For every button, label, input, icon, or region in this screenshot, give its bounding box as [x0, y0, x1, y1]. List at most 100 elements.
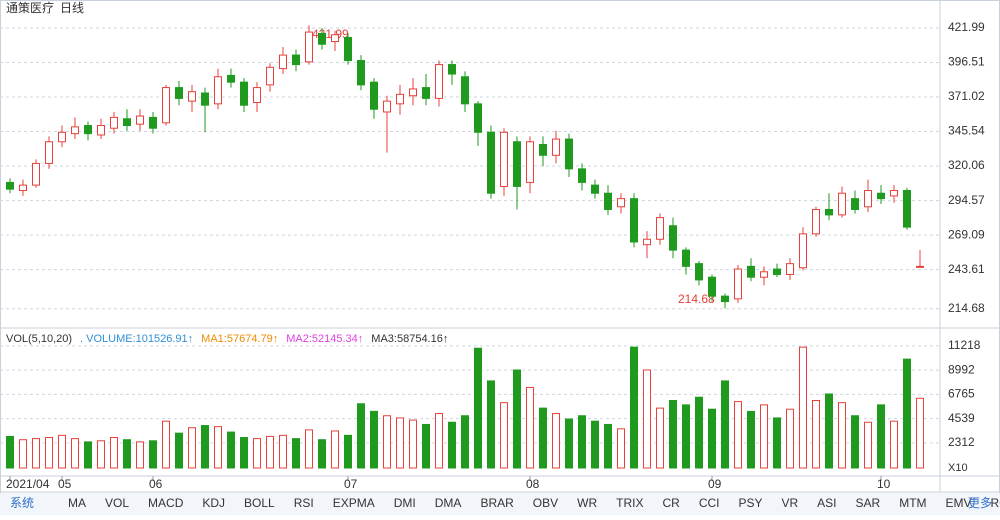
x-tick-label: 05: [58, 477, 72, 491]
y-tick-label: 8992: [948, 362, 975, 376]
volume-bar: [19, 439, 27, 469]
volume-bar: [97, 440, 105, 469]
x-tick-label: 07: [344, 477, 358, 491]
volume-bar: [279, 434, 287, 469]
toolbar-item[interactable]: BRAR: [480, 496, 514, 510]
candle-body: [448, 64, 456, 75]
toolbar-item[interactable]: DMA: [435, 496, 462, 510]
candle-body: [682, 249, 690, 267]
volume-bar: [500, 402, 508, 469]
candle-body: [578, 168, 586, 183]
volume-bar: [825, 393, 833, 469]
y-tick-label: 2312: [948, 435, 975, 449]
high-annotation: 421.99: [312, 27, 349, 41]
candle-body: [565, 138, 573, 170]
x-tick-label: 09: [708, 477, 722, 491]
candle-body: [344, 36, 352, 62]
volume-bar: [253, 438, 261, 469]
volume-bar: [201, 425, 209, 469]
volume-bar: [786, 408, 794, 469]
candle-body: [773, 268, 781, 275]
low-annotation: 214.68: [678, 292, 715, 306]
volume-bar: [721, 380, 729, 469]
volume-bar: [838, 402, 846, 469]
toolbar-item[interactable]: MTM: [899, 496, 926, 510]
volume-legend: MA2:52145.34↑: [286, 333, 363, 345]
volume-bar: [760, 404, 768, 469]
volume-bar: [890, 420, 898, 469]
toolbar-item[interactable]: ASI: [817, 496, 836, 510]
candle-body: [110, 116, 118, 129]
toolbar-item[interactable]: TRIX: [616, 496, 643, 510]
x-tick-label: 10: [877, 477, 891, 491]
candle-body: [331, 34, 339, 43]
volume-bar: [32, 438, 40, 469]
toolbar-item[interactable]: DMI: [394, 496, 416, 510]
candle-body: [721, 295, 729, 303]
toolbar-item[interactable]: PSY: [738, 496, 762, 510]
candle-body: [318, 32, 326, 45]
toolbar-item[interactable]: VR: [782, 496, 799, 510]
volume-bar: [344, 434, 352, 469]
volume-bar: [916, 397, 924, 469]
volume-bar: [422, 423, 430, 469]
toolbar-item[interactable]: RSI: [294, 496, 314, 510]
candle-body: [396, 93, 404, 105]
volume-legend: MA3:58754.16↑: [371, 333, 448, 345]
candle-body: [552, 138, 560, 156]
toolbar-item[interactable]: EXPMA: [333, 496, 375, 510]
volume-bar: [58, 434, 66, 469]
toolbar-item[interactable]: VOL: [105, 496, 129, 510]
volume-bar: [474, 347, 482, 469]
candle-body: [149, 116, 157, 129]
y-tick-label: 396.51: [948, 55, 985, 69]
y-tick-label: 371.02: [948, 89, 985, 103]
candle-body: [162, 87, 170, 124]
candle-body: [136, 115, 144, 125]
candle-body: [409, 88, 417, 97]
volume-bar: [747, 410, 755, 469]
candle-body: [292, 54, 300, 66]
volume-bar: [240, 437, 248, 469]
toolbar-item[interactable]: ROC: [991, 496, 1000, 510]
volume-bar: [604, 423, 612, 469]
toolbar-item[interactable]: SAR: [856, 496, 881, 510]
y-tick-label: 320.06: [948, 158, 985, 172]
candle-body: [526, 141, 534, 183]
candle-body: [253, 87, 261, 103]
candle-body: [864, 190, 872, 208]
volume-legend: . VOLUME:101526.91↑: [80, 333, 193, 345]
candle-body: [175, 87, 183, 99]
volume-bar: [84, 441, 92, 469]
volume-bar: [539, 407, 547, 469]
volume-bar: [526, 386, 534, 469]
toolbar-item[interactable]: BOLL: [244, 496, 275, 510]
toolbar-item[interactable]: 更多: [968, 496, 992, 510]
toolbar-item[interactable]: MACD: [148, 496, 184, 510]
y-tick-label: 214.68: [948, 301, 985, 315]
volume-bar: [45, 437, 53, 469]
candle-body: [201, 92, 209, 106]
toolbar-item[interactable]: KDJ: [202, 496, 225, 510]
volume-bar: [149, 440, 157, 469]
candle-body: [266, 66, 274, 86]
toolbar-item[interactable]: MA: [68, 496, 86, 510]
toolbar-item[interactable]: 系统: [10, 496, 34, 510]
y-tick-label: 6765: [948, 387, 975, 401]
volume-bar: [214, 426, 222, 469]
toolbar-item[interactable]: CCI: [699, 496, 720, 510]
toolbar-item[interactable]: CR: [662, 496, 680, 510]
toolbar-item[interactable]: WR: [577, 496, 597, 510]
candle-body: [279, 54, 287, 70]
volume-bar: [617, 428, 625, 469]
volume-bar: [851, 415, 859, 469]
candle-body: [474, 103, 482, 133]
volume-bar: [877, 404, 885, 469]
volume-bar: [565, 418, 573, 469]
volume-bar: [136, 441, 144, 469]
candle-body: [487, 131, 495, 194]
toolbar-item[interactable]: OBV: [533, 496, 558, 510]
candle-body: [877, 192, 885, 200]
toolbar-item[interactable]: EMV: [946, 496, 972, 510]
volume-bar: [669, 400, 677, 469]
